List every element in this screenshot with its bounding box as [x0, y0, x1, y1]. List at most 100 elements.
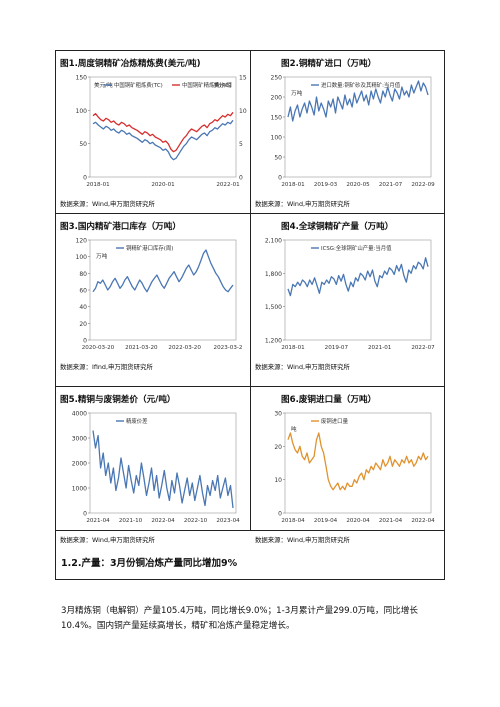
- y-tick-label: 1,800: [265, 271, 282, 278]
- chart-title: 图5.精铜与废铜差价（元/吨）: [60, 395, 176, 405]
- x-tick-label: 2019-04: [314, 518, 338, 524]
- row-divider-1: [55, 213, 445, 214]
- y-tick-label: 100: [76, 254, 88, 261]
- unit-label: 吨: [291, 425, 297, 433]
- y-tick-label: 200: [271, 95, 283, 102]
- y-tick-label: 0: [83, 175, 87, 182]
- plot-area: [284, 76, 432, 178]
- chart-panel-6: 图6.废铜进口量（万吨） 30 20 10 0 2018-04 2019-04 2020-04…: [251, 387, 445, 547]
- x-tick-label: 2022-07: [411, 345, 435, 351]
- plot-area: [89, 239, 237, 341]
- x-tick-label: 2019-07: [325, 345, 349, 351]
- x-tick-label: 2018-01: [281, 182, 305, 188]
- x-tick-label: 2022-10: [184, 518, 208, 524]
- y-tick-label: 1000: [72, 486, 87, 493]
- x-tick-label: 2023-03-2: [214, 345, 243, 351]
- y-tick-label: 50: [79, 141, 87, 148]
- series-line-2: [92, 111, 234, 153]
- y2-tick-label: 5: [239, 141, 243, 148]
- y-tick-label: 100: [76, 108, 88, 115]
- series-line-1: [287, 257, 429, 297]
- legend-label: ICSG:全球铜矿山产量:当月值: [321, 244, 392, 252]
- chart-title: 图4.全球铜精矿产量（万吨）: [281, 222, 394, 232]
- y-tick-label: 3000: [72, 436, 87, 443]
- x-tick-label: 2022-04: [151, 518, 175, 524]
- chart-panel-3: 图3.国内精矿港口库存（万吨） 120 100 80 60 40 20 0 2020-03-20…: [56, 214, 250, 374]
- unit-label-right: 美分/磅: [213, 81, 232, 89]
- x-tick-label: 2021-10: [119, 518, 143, 524]
- chart-source: 数据来源：Ifind,申万期货研究所: [60, 363, 153, 371]
- y-tick-label: 250: [271, 75, 283, 82]
- series-line-1: [92, 430, 234, 509]
- y-tick-label: 100: [271, 135, 283, 142]
- plot-area: [89, 76, 237, 178]
- plot-area: [284, 239, 432, 341]
- x-tick-label: 2021-03-20: [125, 345, 158, 351]
- y-tick-label: 30: [274, 411, 282, 418]
- x-tick-label: 2022-01: [216, 182, 240, 188]
- y-tick-label: 1,200: [265, 338, 282, 345]
- column-divider: [250, 50, 251, 530]
- legend-label: 进口数量:铜矿砂及其精矿:当月值: [321, 81, 401, 89]
- series-line-1: [287, 432, 429, 491]
- x-tick-label: 2020-05: [346, 182, 370, 188]
- y-tick-label: 50: [274, 155, 282, 162]
- series-line-1: [92, 249, 234, 293]
- legend-label: 中国铜矿粗炼费(TC): [114, 81, 163, 89]
- chart-title: 图6.废铜进口量（万吨）: [281, 395, 377, 405]
- chart-panel-4: 图4.全球铜精矿产量（万吨） 2,100 1,800 1,500 1,200 2018-0…: [251, 214, 445, 374]
- x-tick-label: 2020-04: [346, 518, 370, 524]
- x-tick-label: 2021-04: [86, 518, 110, 524]
- chart-source: 数据来源：Wind,申万期货研究所: [255, 200, 350, 208]
- chart-source: 数据来源：Wind,申万期货研究所: [60, 200, 155, 208]
- y-tick-label: 1,500: [265, 304, 282, 311]
- y-tick-label: 40: [79, 304, 87, 311]
- series-line-1: [287, 80, 429, 122]
- y2-tick-label: 0: [239, 175, 243, 182]
- series-line-1: [92, 119, 234, 161]
- y-tick-label: 0: [278, 511, 282, 518]
- plot-area: [284, 412, 432, 514]
- x-tick-label: 2023-04: [216, 518, 240, 524]
- unit-label-left: 美元/吨: [94, 81, 113, 89]
- unit-label: 万吨: [96, 252, 108, 260]
- x-tick-label: 2022-09: [411, 182, 435, 188]
- row-divider-2: [55, 386, 445, 387]
- chart-panel-5: 图5.精铜与废铜差价（元/吨） 4000 3000 2000 1000 0 2021-04 2…: [56, 387, 250, 547]
- y2-tick-label: 10: [239, 108, 247, 115]
- legend-label: 铜精矿港口库存(周): [126, 244, 173, 252]
- plot-area: [89, 412, 237, 514]
- chart-panel-1: 图1.周度铜精矿冶炼精炼费(美元/吨) 150 100 50 0 15 10 5 0 2018-0…: [56, 51, 250, 211]
- row-divider-3: [55, 530, 445, 531]
- chart-title: 图1.周度铜精矿冶炼精炼费(美元/吨): [60, 59, 201, 69]
- y-tick-label: 20: [274, 444, 282, 451]
- chart-title: 图2.铜精矿进口（万吨）: [281, 59, 377, 69]
- x-tick-label: 2018-01: [281, 345, 305, 351]
- y-tick-label: 2,100: [265, 238, 282, 245]
- chart-panel-2: 图2.铜精矿进口（万吨） 250 200 150 100 50 0 2018-01 2019-0…: [251, 51, 445, 211]
- y-tick-label: 150: [76, 75, 88, 82]
- x-tick-label: 2018-04: [281, 518, 305, 524]
- legend-label: 精废价差: [126, 417, 148, 425]
- x-tick-label: 2021-01: [368, 345, 392, 351]
- chart-source: 数据来源：Wind,申万期货研究所: [255, 363, 350, 371]
- chart-title: 图3.国内精矿港口库存（万吨）: [60, 222, 181, 232]
- y-tick-label: 2000: [72, 461, 87, 468]
- y-tick-label: 0: [83, 511, 87, 518]
- y-tick-label: 0: [83, 338, 87, 345]
- chart-source: 数据来源：Wind,申万期货研究所: [255, 536, 350, 544]
- y-tick-label: 60: [79, 288, 87, 295]
- y2-tick-label: 15: [239, 75, 247, 82]
- y-tick-label: 150: [271, 115, 283, 122]
- body-paragraph: 3月精炼铜（电解铜）产量105.4万吨，同比增长9.0%；1-3月累计产量299…: [61, 606, 418, 631]
- chart-source: 数据来源：Wind,申万期货研究所: [60, 536, 155, 544]
- y-tick-label: 120: [76, 238, 88, 245]
- x-tick-label: 2020-01: [151, 182, 175, 188]
- x-tick-label: 2022-03-20: [168, 345, 201, 351]
